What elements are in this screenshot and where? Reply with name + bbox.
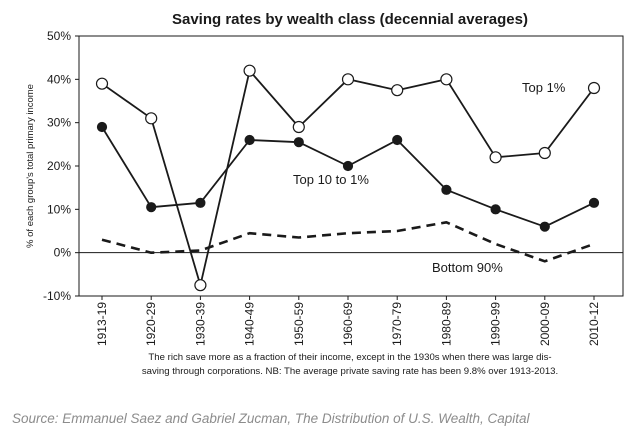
chart-note-line-1: The rich save more as a fraction of thei… <box>148 352 551 363</box>
data-point-1-3 <box>244 134 255 146</box>
data-point-0-1 <box>145 112 158 125</box>
y-tick-label: 10% <box>47 202 71 216</box>
data-point-1-1 <box>146 202 157 213</box>
x-axis-ticks: 1913-19 1920-29 1930-39 1940-49 1950-59 1960-… <box>95 296 601 346</box>
data-point-0-2 <box>194 279 207 292</box>
y-tick-label: 30% <box>47 116 71 130</box>
y-tick-label: 20% <box>47 159 71 173</box>
series-label-bottom90: Bottom 90% <box>432 260 503 275</box>
x-tick-label: 1990-99 <box>489 302 503 346</box>
series-layer <box>95 64 601 292</box>
data-point-1-4 <box>293 137 304 148</box>
data-point-0-10 <box>587 81 601 95</box>
chart-note-line-2: saving through corporations. NB: The ave… <box>142 366 558 377</box>
data-point-1-9 <box>539 221 550 232</box>
x-tick-label: 2010-12 <box>587 302 601 346</box>
data-point-1-7 <box>441 184 452 195</box>
data-point-0-3 <box>243 64 256 77</box>
chart-title: Saving rates by wealth class (decennial … <box>172 11 528 28</box>
y-tick-label: 50% <box>47 29 71 43</box>
x-tick-label: 1913-19 <box>95 302 109 346</box>
x-tick-label: 1920-29 <box>144 302 158 346</box>
data-point-1-6 <box>392 134 403 146</box>
x-tick-label: 1950-59 <box>292 302 306 346</box>
data-point-0-7 <box>440 73 453 86</box>
data-point-0-0 <box>95 77 109 90</box>
data-point-0-5 <box>341 73 355 86</box>
series-label-top1: Top 1% <box>522 80 566 95</box>
source-citation: Source: Emmanuel Saez and Gabriel Zucman… <box>12 411 530 426</box>
series-label-top10to1: Top 10 to 1% <box>293 172 369 187</box>
data-point-1-10 <box>588 197 600 208</box>
x-tick-label: 2000-09 <box>538 302 552 346</box>
data-point-0-4 <box>292 120 305 134</box>
data-point-1-5 <box>342 160 354 172</box>
data-point-0-8 <box>489 151 502 164</box>
x-tick-label: 1960-69 <box>341 302 355 346</box>
y-axis-label: % of each group's total primary income <box>25 84 36 248</box>
y-tick-label: 40% <box>47 72 71 86</box>
y-tick-label: -10% <box>43 289 71 303</box>
data-point-0-9 <box>538 146 551 160</box>
series-line-2 <box>101 221 595 263</box>
data-point-0-6 <box>391 84 404 97</box>
x-tick-label: 1980-89 <box>439 302 453 346</box>
data-point-1-2 <box>195 197 206 208</box>
data-point-1-0 <box>96 121 108 133</box>
x-tick-label: 1970-79 <box>390 302 404 346</box>
x-tick-label: 1930-39 <box>193 302 207 346</box>
y-tick-label: 0% <box>54 246 72 260</box>
data-point-1-8 <box>490 204 501 215</box>
y-axis-ticks: -10% 0% 10% 20% 30% 40% 50% <box>43 29 79 303</box>
x-tick-label: 1940-49 <box>243 302 257 346</box>
